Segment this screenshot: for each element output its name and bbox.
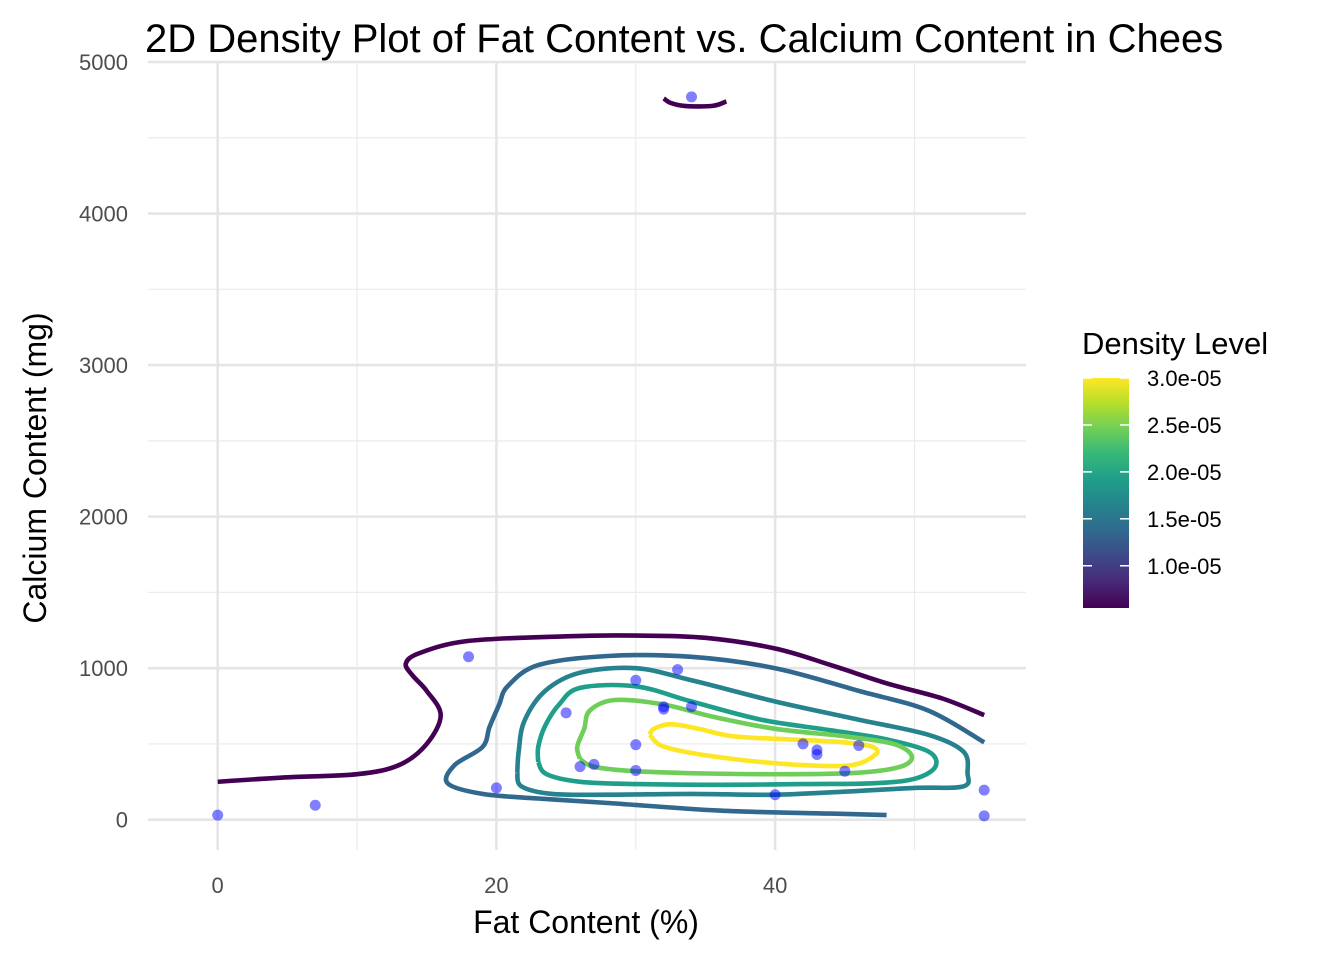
data-point [978,810,990,822]
y-tick-label: 5000 [79,50,128,75]
data-point [978,784,990,796]
y-tick-label: 0 [116,808,128,833]
contour-line-level-5 [574,697,915,777]
data-point [212,809,224,821]
data-point [797,738,809,750]
legend-title: Density Level [1082,326,1268,361]
legend: Density Level 3.0e-05 2.5e-05 2.0e-05 1.5e-… [1082,326,1268,608]
data-point [769,789,781,801]
x-tick-label: 20 [484,873,508,898]
data-points [212,91,990,822]
contour-line-level-4 [535,682,939,788]
data-point [560,707,572,719]
data-point [463,651,475,663]
legend-tick-label: 3.0e-05 [1147,366,1222,391]
legend-tick-label: 1.5e-05 [1147,507,1222,532]
legend-tick-label: 2.0e-05 [1147,460,1222,485]
x-tick-label: 40 [763,873,787,898]
y-tick-label: 3000 [79,353,128,378]
contour-line-level-2 [443,652,986,818]
data-point [686,91,698,103]
contour-line-level-3 [515,665,971,798]
legend-tick-label: 2.5e-05 [1147,413,1222,438]
chart-title: 2D Density Plot of Fat Content vs. Calci… [145,17,1223,61]
data-point [588,758,600,770]
legend-ticks: 3.0e-05 2.5e-05 2.0e-05 1.5e-05 1.0e-05 [1083,366,1222,579]
legend-colorbar [1083,378,1129,608]
x-axis-title: Fat Content (%) [473,904,699,940]
axis-ticks: 0 20 40 0 1000 2000 3000 4000 5000 [79,50,787,898]
data-point [630,739,642,751]
data-point [630,674,642,686]
data-point [839,765,851,777]
data-point [658,703,670,715]
data-point [686,701,698,713]
y-axis-title: Calcium Content (mg) [17,312,53,623]
data-point [672,664,684,676]
y-tick-label: 4000 [79,202,128,227]
data-point [630,764,642,776]
contour-lines [217,96,986,818]
data-point [574,761,586,773]
grid [148,60,1026,850]
contour-line-level-6 [647,721,880,769]
data-point [853,739,865,751]
data-point [811,749,823,761]
legend-tick-label: 1.0e-05 [1147,554,1222,579]
x-tick-label: 0 [212,873,224,898]
data-point [490,782,502,794]
y-tick-label: 2000 [79,505,128,530]
contour-line-level-1 [217,633,986,785]
data-point [309,799,321,811]
contour-line-level-1 [662,96,728,109]
y-tick-label: 1000 [79,656,128,681]
